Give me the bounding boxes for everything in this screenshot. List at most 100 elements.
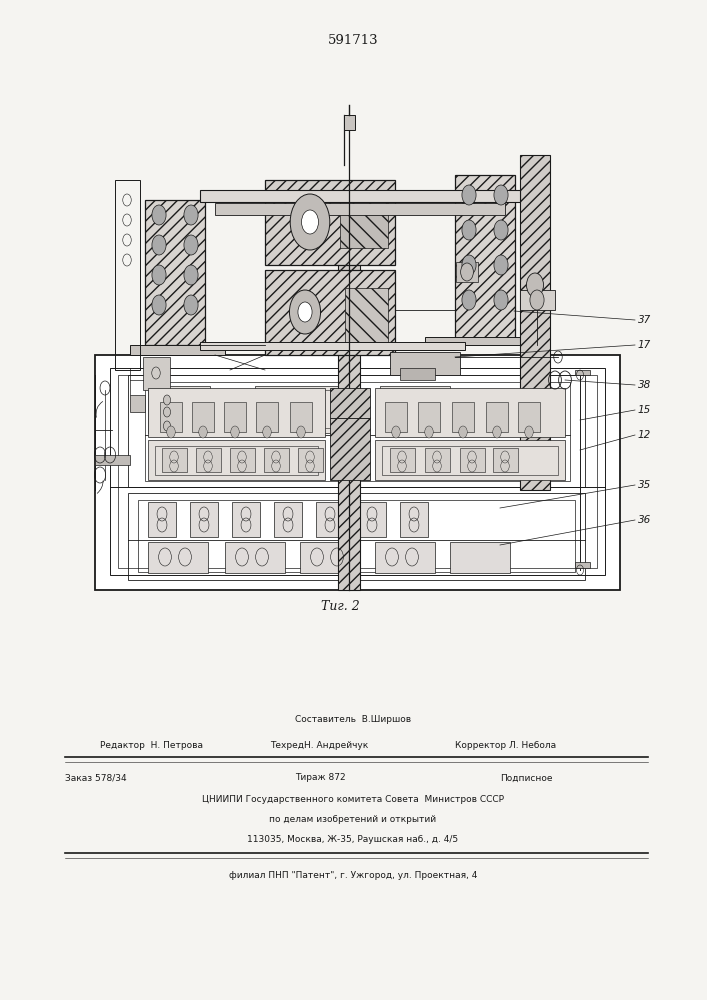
Bar <box>148 440 325 480</box>
Bar <box>338 247 360 590</box>
Circle shape <box>462 220 476 240</box>
Circle shape <box>494 220 508 240</box>
Bar <box>196 448 221 472</box>
Bar <box>375 542 435 573</box>
Bar <box>520 290 555 310</box>
Circle shape <box>392 426 400 438</box>
Bar <box>456 262 478 282</box>
Bar <box>145 382 570 481</box>
Text: Редактор  Н. Петрова: Редактор Н. Петрова <box>100 740 203 750</box>
Bar <box>160 412 175 422</box>
Bar <box>390 448 415 472</box>
Bar <box>160 402 182 432</box>
Bar <box>162 448 187 472</box>
Bar <box>128 493 585 580</box>
Bar <box>452 402 474 432</box>
Circle shape <box>184 265 198 285</box>
Bar <box>192 402 214 432</box>
Bar <box>152 390 205 428</box>
Circle shape <box>462 185 476 205</box>
Text: 37: 37 <box>638 315 651 325</box>
Text: 15: 15 <box>638 405 651 415</box>
Bar <box>400 502 428 537</box>
Circle shape <box>425 426 433 438</box>
Bar <box>274 502 302 537</box>
Bar <box>265 180 395 265</box>
Bar <box>340 200 388 248</box>
Bar <box>118 375 597 568</box>
Bar <box>380 386 450 433</box>
Circle shape <box>263 426 271 438</box>
Bar <box>260 390 350 428</box>
Circle shape <box>167 426 175 438</box>
Bar <box>224 402 246 432</box>
Text: 36: 36 <box>638 515 651 525</box>
Bar <box>425 448 450 472</box>
Circle shape <box>184 205 198 225</box>
Bar <box>298 448 323 472</box>
Bar <box>264 448 289 472</box>
Circle shape <box>163 407 170 417</box>
Bar <box>190 502 218 537</box>
Text: Составитель  В.Ширшов: Составитель В.Ширшов <box>295 716 411 724</box>
Circle shape <box>462 255 476 275</box>
Bar <box>130 395 145 412</box>
Circle shape <box>163 395 170 405</box>
Bar <box>148 386 210 433</box>
Bar <box>400 368 435 380</box>
Bar <box>160 400 175 410</box>
Bar <box>316 502 344 537</box>
Bar <box>486 402 508 432</box>
Bar <box>390 352 460 375</box>
Text: Корректор Л. Небола: Корректор Л. Небола <box>455 740 556 750</box>
Bar <box>255 386 355 433</box>
Bar <box>160 426 175 436</box>
Bar <box>358 502 386 537</box>
Bar <box>230 448 255 472</box>
Text: Подписное: Подписное <box>500 774 552 782</box>
Bar <box>575 370 590 375</box>
Circle shape <box>461 263 474 281</box>
Circle shape <box>199 426 207 438</box>
Bar <box>200 342 465 350</box>
Text: 12: 12 <box>638 430 651 440</box>
Text: по делам изобретений и открытий: по делам изобретений и открытий <box>269 815 436 824</box>
Text: ТехредН. Андрейчук: ТехредН. Андрейчук <box>270 740 368 750</box>
Bar <box>148 388 325 437</box>
Bar <box>110 368 605 575</box>
Circle shape <box>494 255 508 275</box>
Circle shape <box>163 421 170 431</box>
Bar <box>265 270 395 355</box>
Bar <box>95 455 130 465</box>
Bar <box>450 542 510 573</box>
Bar <box>520 155 550 490</box>
Circle shape <box>289 290 320 334</box>
Text: Тираж 872: Тираж 872 <box>295 774 345 782</box>
Bar <box>382 446 558 475</box>
Bar <box>300 542 360 573</box>
Circle shape <box>152 235 166 255</box>
Circle shape <box>525 426 533 438</box>
Bar <box>425 337 530 345</box>
Text: ЦНИИПИ Государственного комитета Совета  Министров СССР: ЦНИИПИ Государственного комитета Совета … <box>202 796 504 804</box>
Circle shape <box>493 426 501 438</box>
Bar <box>256 402 278 432</box>
Circle shape <box>184 235 198 255</box>
Circle shape <box>494 185 508 205</box>
Bar <box>575 562 590 568</box>
Bar <box>200 190 520 202</box>
Text: 591713: 591713 <box>328 33 379 46</box>
Bar <box>130 345 225 355</box>
Bar <box>460 448 485 472</box>
Bar <box>375 388 565 437</box>
Bar <box>145 200 205 345</box>
Text: 35: 35 <box>638 480 651 490</box>
Circle shape <box>184 295 198 315</box>
Text: 17: 17 <box>638 340 651 350</box>
Bar <box>344 115 355 130</box>
Bar <box>115 180 140 370</box>
Bar <box>455 175 515 340</box>
Bar <box>330 388 370 418</box>
Text: Заказ 578/34: Заказ 578/34 <box>65 774 127 782</box>
Circle shape <box>290 194 329 250</box>
